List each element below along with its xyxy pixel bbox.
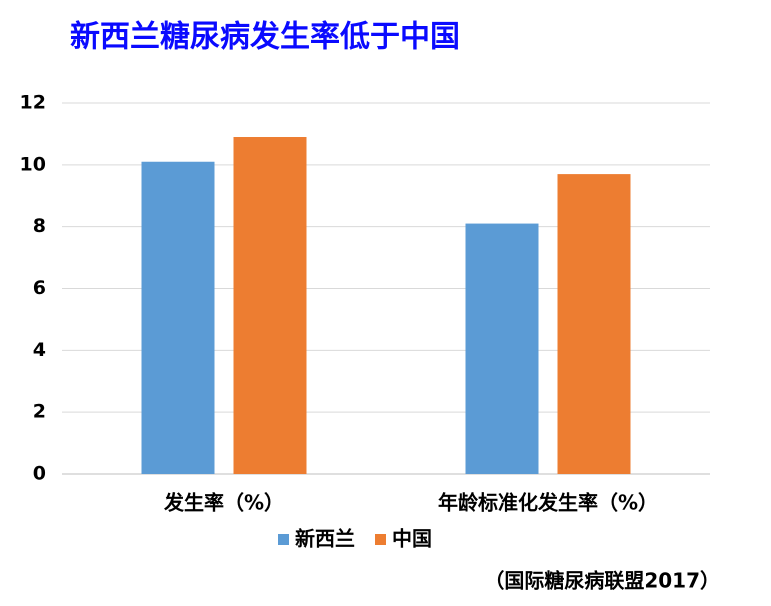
x-tick-label: 年龄标准化发生率（%） xyxy=(438,491,658,515)
legend-label: 中国 xyxy=(392,527,432,551)
legend-swatch xyxy=(375,534,386,545)
y-tick-label: 2 xyxy=(33,401,46,423)
legend-label: 新西兰 xyxy=(295,527,355,551)
legend-swatch xyxy=(278,534,289,545)
source-note: （国际糖尿病联盟2017） xyxy=(484,569,720,593)
bar xyxy=(557,174,631,474)
x-tick-label: 发生率（%） xyxy=(163,491,284,515)
y-tick-label: 8 xyxy=(33,215,46,237)
y-tick-label: 6 xyxy=(33,277,46,299)
y-tick-label: 0 xyxy=(33,463,46,485)
y-tick-label: 12 xyxy=(20,92,46,114)
y-tick-label: 4 xyxy=(33,339,46,361)
bar xyxy=(465,223,539,474)
chart-title: 新西兰糖尿病发生率低于中国 xyxy=(70,20,460,55)
bar xyxy=(233,137,307,474)
bar xyxy=(141,161,215,474)
y-tick-label: 10 xyxy=(20,153,46,175)
